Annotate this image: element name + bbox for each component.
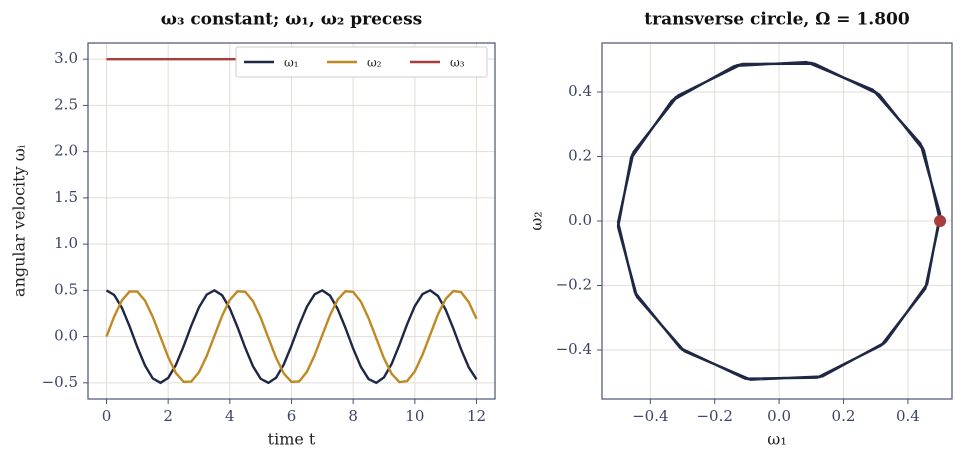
x-tick-label: 6: [287, 407, 297, 425]
y-tick-label: 0.0: [568, 211, 592, 229]
axes-frame: [87, 42, 496, 400]
x-tick-label: 12: [467, 407, 486, 425]
chart-title: ω₃ constant; ω₁, ω₂ precess: [161, 10, 422, 30]
data-line: [105, 288, 478, 385]
legend-label: ω₃: [450, 56, 465, 70]
data-line: [105, 289, 478, 384]
legend-box: [235, 46, 488, 78]
legend-label: ω₁: [284, 56, 299, 70]
y-tick-label: 0.0: [54, 327, 78, 345]
legend-label: ω₂: [367, 56, 382, 70]
x-tick-label: −0.4: [632, 407, 668, 425]
axes-frame: [601, 42, 953, 400]
x-tick-label: 2: [163, 407, 173, 425]
x-tick-label: 0.2: [832, 407, 856, 425]
y-tick-label: 0.4: [568, 82, 592, 100]
y-tick-label: 1.0: [54, 234, 78, 252]
y-tick-label: 0.2: [568, 147, 592, 165]
y-tick-label: 3.0: [54, 49, 78, 67]
y-tick-label: −0.4: [556, 340, 592, 358]
x-axis-label: ω₁: [767, 430, 786, 449]
y-axis-label: angular velocity ωᵢ: [10, 145, 29, 297]
data-line: [616, 60, 942, 381]
y-tick-label: −0.5: [42, 373, 78, 391]
x-tick-label: 8: [348, 407, 358, 425]
x-tick-label: 0.0: [767, 407, 791, 425]
x-tick-label: 4: [225, 407, 235, 425]
marker: [934, 215, 947, 227]
y-tick-label: −0.2: [556, 275, 592, 293]
x-tick-label: 0.4: [896, 407, 920, 425]
y-tick-label: 0.5: [54, 280, 78, 298]
x-tick-label: 10: [405, 407, 424, 425]
y-tick-label: 1.5: [54, 188, 78, 206]
x-tick-label: −0.2: [696, 407, 732, 425]
y-axis-label: ω₂: [527, 211, 546, 230]
y-tick-label: 2.5: [54, 95, 78, 113]
y-tick-label: 2.0: [54, 142, 78, 160]
chart-title: transverse circle, Ω = 1.800: [644, 10, 910, 30]
x-tick-label: 0: [102, 407, 112, 425]
x-axis-label: time t: [268, 430, 316, 449]
